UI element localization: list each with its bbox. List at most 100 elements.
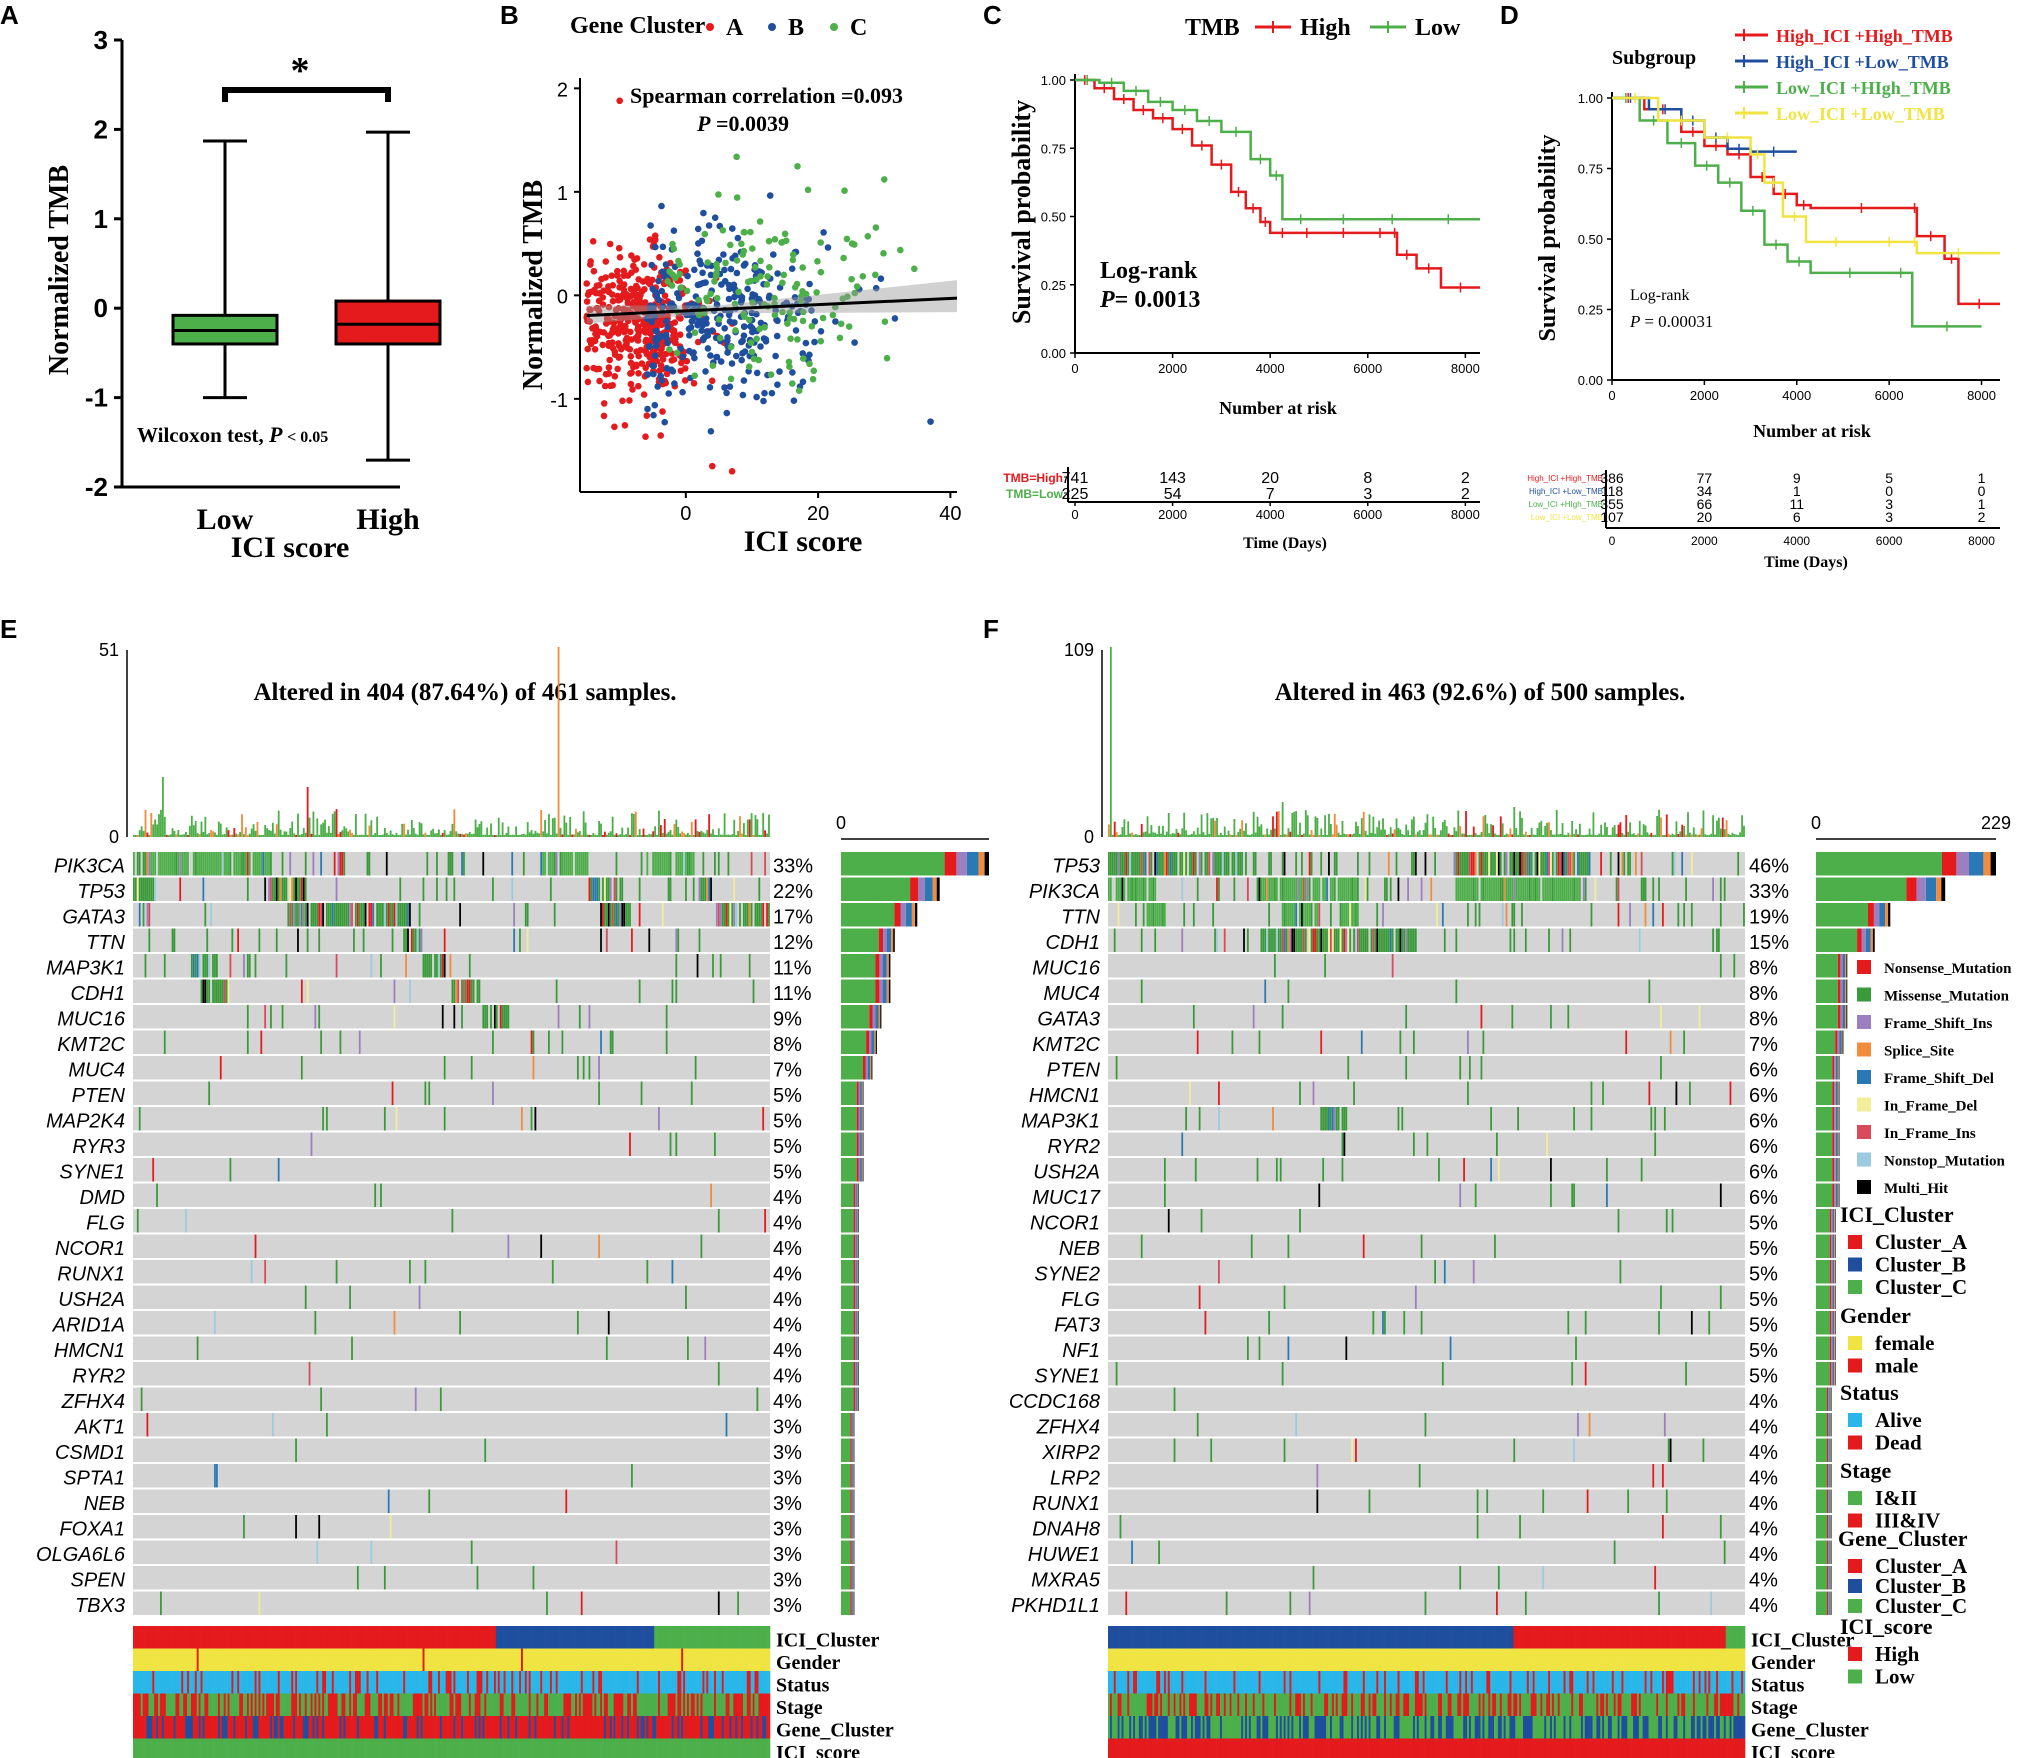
annotation-cell	[378, 1716, 381, 1739]
mutation-cell	[715, 903, 718, 927]
annotation-cell	[602, 1671, 605, 1694]
gene-bar-segment	[852, 1540, 854, 1564]
gene-bar-segment	[841, 1132, 857, 1156]
tmb-bar	[436, 833, 438, 837]
grid-row-bg	[1108, 1566, 1745, 1590]
gene-bar-segment	[853, 1336, 855, 1360]
mutation-cell	[752, 979, 755, 1003]
tmb-bar	[266, 828, 269, 837]
annotation-cell	[160, 1626, 163, 1649]
mutation-cell	[472, 979, 475, 1003]
tmb-bar	[1490, 824, 1493, 837]
mutation-cell	[318, 903, 321, 927]
gene-bar-segment	[841, 1005, 870, 1029]
gene-label: FLG	[86, 1213, 125, 1235]
mutation-cell	[333, 903, 336, 927]
gene-bar-segment	[956, 852, 967, 876]
scatter-point	[808, 323, 816, 330]
annotation-cell	[575, 1626, 578, 1649]
mutation-cell	[349, 1285, 351, 1309]
annotation-cell	[451, 1626, 454, 1649]
risk-value: 2	[1461, 486, 1470, 503]
annotation-cell	[403, 1626, 406, 1649]
mutation-cell	[318, 1005, 321, 1029]
tmb-bar	[1322, 835, 1325, 837]
scatter-point	[800, 355, 807, 362]
mutation-cell	[308, 1362, 311, 1386]
annotation-cell	[154, 1738, 157, 1758]
annotation-cell	[283, 1693, 286, 1716]
gene-percent: 4%	[773, 1366, 802, 1388]
mutation-cell	[351, 903, 353, 927]
annotation-cell	[480, 1671, 483, 1694]
scatter-point	[678, 359, 685, 367]
annotation-cell	[636, 1716, 640, 1739]
annotation-cell	[725, 1671, 728, 1694]
annotation-cell	[567, 1738, 570, 1758]
annotation-cell	[758, 1693, 761, 1716]
mutation-cell	[1505, 852, 1508, 876]
mutation-cell	[605, 903, 608, 927]
annotation-cell	[621, 1626, 624, 1649]
annotation-cell	[304, 1626, 308, 1649]
tmb-bar	[600, 823, 602, 837]
mutation-cell	[1136, 852, 1139, 876]
annotation-cell	[316, 1716, 319, 1739]
annotation-cell	[737, 1693, 740, 1716]
legend-dot-A	[706, 23, 714, 31]
annotation-cell	[449, 1738, 452, 1758]
tmb-bar	[358, 834, 361, 837]
annotation-cell	[607, 1693, 611, 1716]
scatter-point	[813, 289, 820, 296]
tmb-bar	[549, 834, 552, 837]
annotation-cell	[706, 1693, 709, 1716]
annotation-cell	[225, 1693, 228, 1716]
annotation-cell	[669, 1693, 672, 1716]
annotation-cell	[592, 1626, 595, 1649]
scatter-point	[679, 388, 686, 396]
mutation-cell	[154, 852, 157, 876]
mutation-cell	[1223, 852, 1226, 876]
scatter-point	[699, 269, 706, 277]
mutation-cell	[156, 1183, 158, 1207]
mutation-cell	[1488, 852, 1491, 876]
annotation-cell	[739, 1626, 742, 1649]
y-tick-label: -1	[85, 383, 108, 413]
mutation-cell	[1225, 852, 1228, 876]
annotation-cell	[136, 1671, 140, 1694]
annotation-cell	[422, 1693, 425, 1716]
annotation-cell	[706, 1648, 709, 1671]
tmb-bar	[1559, 833, 1562, 837]
mutation-cell	[1121, 852, 1124, 876]
annotation-cell	[351, 1716, 354, 1739]
mutation-cell	[519, 928, 521, 952]
mutation-cell	[152, 852, 155, 876]
mutation-cell	[1538, 852, 1541, 876]
mutation-cell	[1461, 852, 1464, 876]
annotation-cell	[576, 1626, 580, 1649]
risk-value: 6	[1793, 509, 1801, 525]
mutation-cell	[1540, 852, 1543, 876]
tmb-bar	[133, 834, 135, 837]
mutation-cell	[658, 1107, 660, 1131]
mutation-cell	[1577, 852, 1579, 876]
panel-label-A: A	[0, 0, 19, 30]
mutation-cell	[1482, 877, 1485, 901]
annotation-cell	[524, 1671, 528, 1694]
tmb-bar	[1470, 834, 1473, 837]
mutation-cell	[453, 979, 456, 1003]
annotation-cell	[455, 1671, 458, 1694]
annotation-cell	[567, 1671, 570, 1694]
annotation-cell	[497, 1693, 501, 1716]
risk-row-label: Low_ICI +HIgh_TMB	[1529, 500, 1603, 509]
tmb-bar	[337, 834, 340, 837]
tmb-bar	[1607, 835, 1610, 837]
tmb-bar	[331, 813, 334, 837]
annotation-cell	[443, 1626, 447, 1649]
tmb-bar	[1563, 834, 1566, 837]
tmb-bar	[366, 834, 369, 837]
mutation-cell	[1351, 877, 1353, 901]
annotation-cell	[241, 1693, 244, 1716]
annotation-cell	[679, 1626, 682, 1649]
gene-bar-segment	[880, 1005, 882, 1029]
